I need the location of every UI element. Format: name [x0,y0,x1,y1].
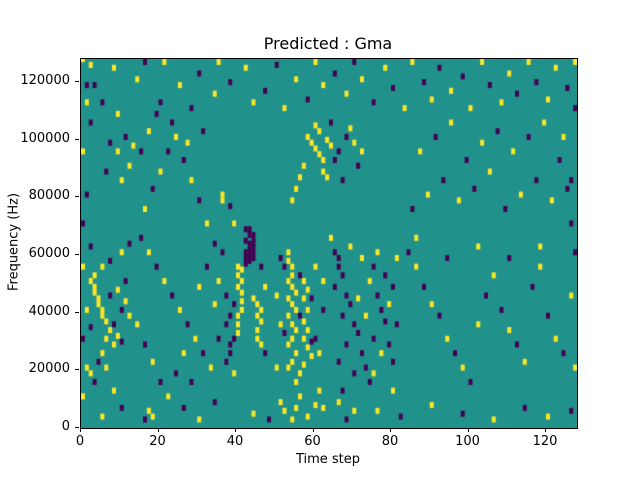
y-tick-label: 0 [61,419,70,434]
x-tick-label: 80 [381,434,399,449]
x-tick-label: 20 [149,434,166,449]
x-axis-label: Time step [295,452,361,467]
y-tick-mark [75,369,79,371]
y-tick-mark [75,196,79,198]
y-tick-label: 100000 [20,130,70,146]
y-tick-mark [75,138,79,140]
x-tick-mark [390,428,391,432]
plot-area [80,58,578,429]
x-tick-mark [467,428,469,432]
y-tick-label: 20000 [28,361,70,377]
x-tick-mark [157,428,159,432]
x-tick-label: 120 [532,434,558,449]
heatmap-canvas [81,59,577,428]
x-tick-label: 100 [455,434,480,449]
y-axis-label: Frequency (Hz) [6,192,22,292]
y-tick-mark [75,254,79,256]
x-tick-mark [80,428,81,432]
y-tick-mark [75,427,79,428]
y-tick-label: 60000 [28,246,70,262]
x-tick-label: 60 [304,434,321,449]
x-tick-label: 40 [226,434,244,449]
plot-title: Predicted : Gma [263,34,393,53]
y-tick-label: 80000 [28,188,70,204]
x-tick-mark [312,428,314,432]
y-tick-label: 40000 [28,303,70,319]
y-tick-mark [75,81,79,83]
x-tick-label: 0 [75,434,85,449]
x-tick-mark [235,428,236,432]
y-tick-mark [75,311,79,313]
x-tick-mark [545,428,546,432]
y-tick-label: 120000 [20,73,70,89]
